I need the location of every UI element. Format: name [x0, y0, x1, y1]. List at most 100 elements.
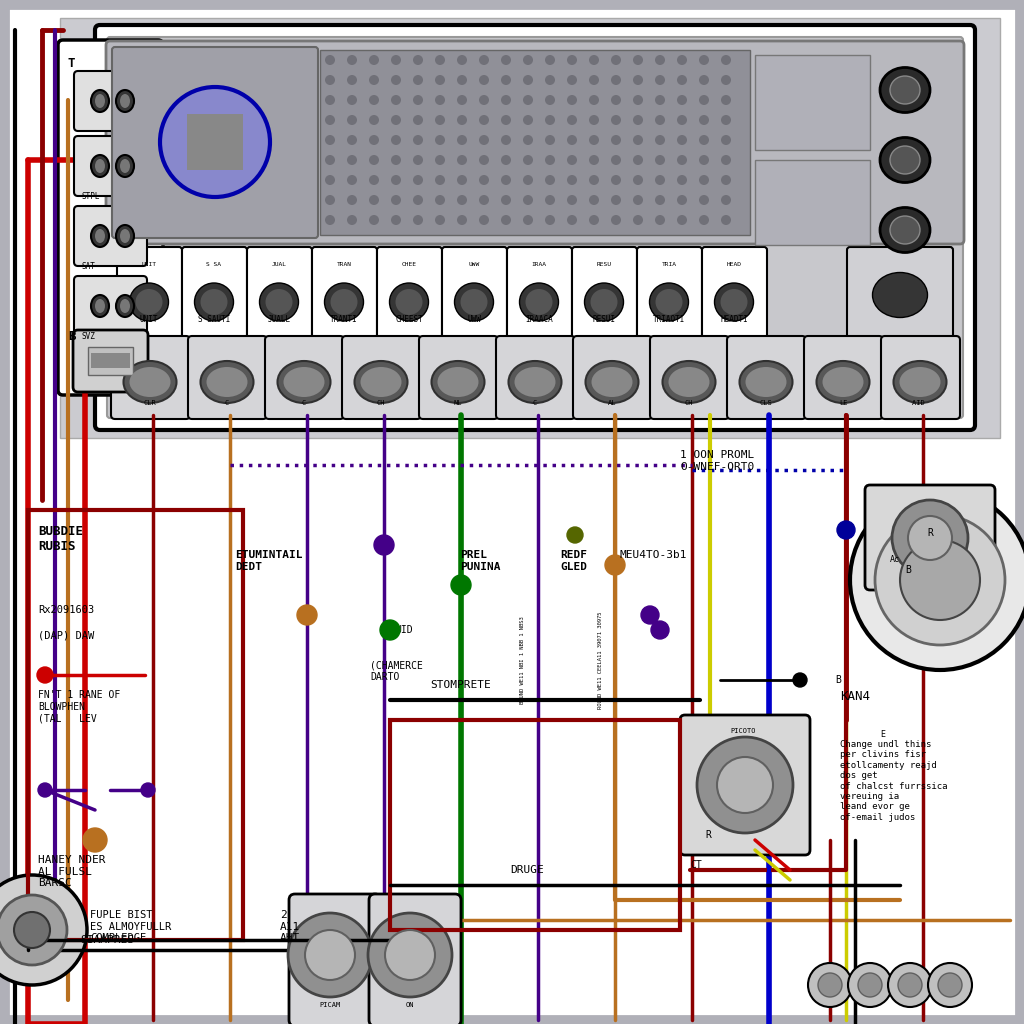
Circle shape	[589, 55, 599, 65]
Circle shape	[611, 155, 621, 165]
FancyBboxPatch shape	[74, 136, 147, 196]
Circle shape	[435, 55, 445, 65]
FancyBboxPatch shape	[289, 894, 381, 1024]
Text: JUALL: JUALL	[267, 314, 291, 324]
Circle shape	[633, 215, 643, 225]
Text: SIAAPRES: SIAAPRES	[80, 935, 134, 945]
Circle shape	[297, 605, 317, 625]
Circle shape	[347, 135, 357, 145]
Text: NL: NL	[454, 400, 462, 406]
Circle shape	[938, 973, 962, 997]
Circle shape	[288, 913, 372, 997]
Circle shape	[380, 620, 400, 640]
Text: ROUND WE11 CEELA11 39071 30975: ROUND WE11 CEELA11 39071 30975	[597, 611, 602, 709]
Circle shape	[567, 95, 577, 105]
Circle shape	[347, 115, 357, 125]
Circle shape	[655, 55, 665, 65]
Text: S SAUTI: S SAUTI	[198, 314, 230, 324]
Circle shape	[479, 135, 489, 145]
FancyBboxPatch shape	[369, 894, 461, 1024]
Text: TRIA: TRIA	[662, 261, 677, 266]
Circle shape	[325, 115, 335, 125]
Circle shape	[699, 215, 709, 225]
Text: BUBDIE
RUBIS: BUBDIE RUBIS	[38, 525, 83, 553]
Bar	[88, 347, 133, 375]
Circle shape	[699, 55, 709, 65]
Ellipse shape	[395, 289, 423, 315]
Ellipse shape	[872, 272, 928, 317]
Ellipse shape	[890, 146, 920, 174]
Ellipse shape	[586, 361, 639, 403]
Circle shape	[347, 175, 357, 185]
Circle shape	[655, 175, 665, 185]
Circle shape	[0, 895, 67, 965]
Circle shape	[677, 135, 687, 145]
Circle shape	[347, 195, 357, 205]
Circle shape	[501, 95, 511, 105]
FancyBboxPatch shape	[58, 40, 163, 395]
Circle shape	[369, 175, 379, 185]
Ellipse shape	[525, 289, 553, 315]
Circle shape	[369, 75, 379, 85]
Circle shape	[633, 115, 643, 125]
Circle shape	[611, 215, 621, 225]
Circle shape	[457, 175, 467, 185]
Circle shape	[501, 115, 511, 125]
Circle shape	[545, 75, 555, 85]
Circle shape	[567, 115, 577, 125]
FancyBboxPatch shape	[247, 247, 312, 338]
Circle shape	[83, 828, 106, 852]
FancyBboxPatch shape	[496, 336, 575, 419]
Ellipse shape	[894, 361, 946, 403]
Text: PICAM: PICAM	[319, 1002, 341, 1008]
Circle shape	[305, 930, 355, 980]
Circle shape	[850, 490, 1024, 670]
Text: C: C	[532, 400, 538, 406]
FancyBboxPatch shape	[804, 336, 883, 419]
Circle shape	[457, 215, 467, 225]
Ellipse shape	[509, 361, 561, 403]
Circle shape	[589, 75, 599, 85]
Circle shape	[347, 95, 357, 105]
FancyBboxPatch shape	[342, 336, 421, 419]
Circle shape	[898, 973, 922, 997]
Text: (DAP) DAW: (DAP) DAW	[38, 630, 94, 640]
Text: HEADTI: HEADTI	[720, 314, 748, 324]
FancyBboxPatch shape	[881, 336, 961, 419]
Text: 1 OON PROML
O-WNEF-ORT0: 1 OON PROML O-WNEF-ORT0	[680, 450, 755, 472]
Text: R: R	[705, 830, 711, 840]
Ellipse shape	[880, 68, 930, 113]
Ellipse shape	[354, 361, 408, 403]
Text: UWW: UWW	[467, 314, 481, 324]
Text: JUAL: JUAL	[271, 261, 287, 266]
Circle shape	[479, 55, 489, 65]
Circle shape	[721, 215, 731, 225]
Ellipse shape	[259, 283, 299, 321]
Ellipse shape	[95, 159, 105, 173]
Ellipse shape	[284, 367, 325, 397]
Circle shape	[435, 155, 445, 165]
Circle shape	[677, 215, 687, 225]
Ellipse shape	[207, 367, 248, 397]
Circle shape	[589, 215, 599, 225]
Circle shape	[545, 55, 555, 65]
FancyBboxPatch shape	[847, 247, 953, 338]
Text: UNIT: UNIT	[139, 314, 159, 324]
Ellipse shape	[91, 155, 109, 177]
Circle shape	[347, 155, 357, 165]
Circle shape	[38, 783, 52, 797]
FancyBboxPatch shape	[650, 336, 729, 419]
Circle shape	[545, 115, 555, 125]
Text: SVZ: SVZ	[81, 332, 95, 341]
Circle shape	[818, 973, 842, 997]
Ellipse shape	[431, 361, 484, 403]
Circle shape	[391, 75, 401, 85]
Text: Change undl thins
per clivins fisr
etollcamenty reajd
dos get
of chalcst furrssi: Change undl thins per clivins fisr etoll…	[840, 740, 947, 822]
Circle shape	[589, 195, 599, 205]
FancyBboxPatch shape	[112, 47, 318, 238]
FancyBboxPatch shape	[106, 37, 963, 418]
Circle shape	[37, 667, 53, 683]
Circle shape	[589, 135, 599, 145]
Circle shape	[633, 55, 643, 65]
Circle shape	[347, 55, 357, 65]
